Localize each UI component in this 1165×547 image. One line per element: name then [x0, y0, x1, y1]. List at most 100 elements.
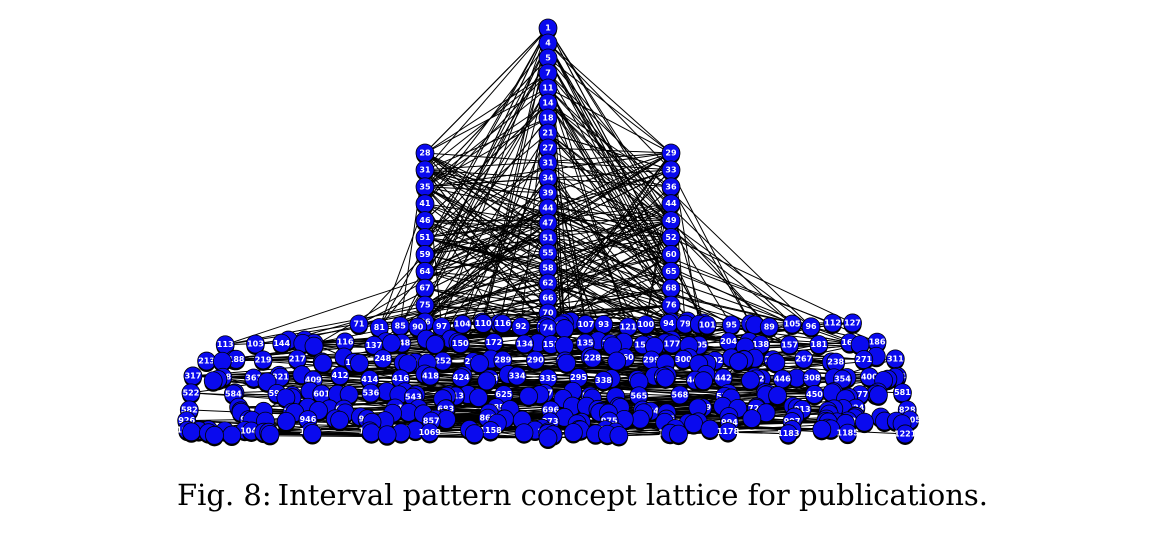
lattice-node-disc — [742, 409, 762, 428]
lattice-node-label: 863 — [479, 414, 496, 423]
lattice-node-label: 696 — [542, 406, 559, 415]
lattice-node — [470, 354, 489, 375]
lattice-edge — [424, 102, 549, 188]
lattice-node-disc — [805, 385, 824, 404]
lattice-node-label: 90 — [412, 322, 424, 331]
lattice-edge — [547, 132, 672, 171]
lattice-edge — [547, 203, 672, 284]
lattice-node-label: 400 — [861, 372, 878, 381]
lattice-node-disc — [452, 314, 472, 334]
lattice-node-label: 926 — [178, 416, 195, 425]
lattice-node-disc — [838, 423, 858, 443]
lattice-node-label: 601 — [313, 389, 330, 398]
lattice-node: 334 — [507, 366, 527, 388]
lattice-node-disc — [382, 333, 401, 353]
lattice-node: 290 — [526, 350, 545, 372]
lattice-node-label: 450 — [806, 390, 823, 399]
lattice-node — [741, 370, 760, 392]
lattice-node-label: 97 — [436, 322, 447, 331]
lattice-node-label: 100 — [637, 320, 654, 329]
lattice-node-label: 1046 — [240, 426, 263, 435]
lattice-node: 110 — [473, 314, 493, 335]
lattice-node: 1178 — [717, 422, 740, 443]
lattice-edge — [424, 207, 549, 289]
lattice-node-label: 94 — [663, 319, 675, 328]
lattice-node: 1221 — [894, 424, 917, 445]
lattice-node-disc — [493, 314, 512, 334]
lattice-node: 60 — [661, 244, 681, 266]
lattice-node-label: 522 — [183, 388, 200, 397]
lattice-node: 52 — [661, 228, 681, 249]
lattice-node-label: 300 — [675, 355, 692, 364]
lattice-node-label: 148 — [393, 339, 410, 348]
lattice-node-label: 64 — [419, 267, 431, 276]
lattice-node — [607, 351, 627, 373]
lattice-node-label: 68 — [665, 284, 677, 293]
lattice-node: 5 — [538, 48, 558, 69]
lattice-node-label: 1221 — [894, 429, 917, 438]
lattice-node-label: 591 — [269, 389, 286, 398]
lattice-edge — [424, 237, 770, 328]
lattice-node — [304, 336, 324, 358]
lattice-node-disc — [246, 334, 265, 354]
lattice-node-disc — [869, 385, 888, 405]
lattice-node-label: 219 — [255, 355, 272, 364]
lattice-node-disc — [759, 317, 779, 337]
lattice-node-label: 577 — [851, 390, 868, 399]
lattice-node-label: 67 — [419, 284, 430, 293]
lattice-node-disc — [470, 354, 489, 373]
lattice-node: 64 — [415, 261, 435, 283]
lattice-node: 1 — [538, 18, 558, 39]
lattice-node-label: 361 — [245, 373, 262, 382]
lattice-node-label: 104 — [454, 320, 471, 329]
lattice-node-label: 58 — [542, 264, 554, 273]
lattice-edge — [547, 152, 672, 224]
lattice-node — [205, 425, 224, 447]
lattice-edge — [424, 270, 549, 284]
lattice-node: 400 — [859, 367, 879, 388]
lattice-node: 94 — [659, 313, 679, 335]
lattice-edge — [603, 270, 672, 325]
lattice-node-label: 418 — [422, 372, 439, 381]
lattice-node-label: 71 — [353, 320, 365, 329]
lattice-node-disc — [276, 411, 296, 431]
lattice-node: 104 — [452, 314, 472, 336]
lattice-node: 181 — [809, 335, 829, 356]
lattice-node-label: 66 — [542, 294, 554, 303]
lattice-node-label: 49 — [665, 216, 677, 225]
lattice-node — [182, 422, 201, 443]
lattice-node-label: 101 — [699, 321, 716, 330]
lattice-node: 59 — [415, 244, 435, 266]
lattice-edge — [424, 222, 549, 255]
lattice-edge — [547, 27, 672, 221]
lattice-node: 418 — [421, 366, 440, 388]
lattice-node: 71 — [349, 314, 369, 336]
lattice-node: 75 — [415, 295, 435, 317]
lattice-node — [406, 420, 425, 442]
lattice-edge — [547, 42, 672, 255]
lattice-node — [554, 336, 574, 357]
lattice-node: 76 — [661, 295, 681, 317]
lattice-node-label: 442 — [715, 373, 732, 382]
lattice-node-label: 144 — [273, 339, 290, 348]
lattice-node-label: 107 — [577, 320, 594, 329]
lattice-node-disc — [421, 366, 440, 386]
lattice-node — [669, 424, 688, 446]
lattice-node: 105 — [782, 314, 802, 336]
lattice-node-label: 51 — [419, 233, 431, 242]
lattice-edge — [547, 102, 672, 272]
lattice-node: 44 — [538, 198, 558, 219]
lattice-node-disc — [855, 412, 874, 432]
lattice-node: 424 — [451, 368, 471, 389]
lattice-node — [768, 386, 788, 407]
lattice-node: 1185 — [837, 423, 859, 445]
lattice-node-label: 177 — [664, 339, 681, 348]
lattice-node: 1069 — [419, 423, 441, 444]
lattice-node — [850, 335, 870, 356]
lattice-node-label: 116 — [494, 319, 511, 328]
lattice-node-disc — [364, 335, 384, 355]
lattice-node-label: 813 — [794, 405, 811, 414]
lattice-node — [212, 351, 232, 373]
lattice-node-label: 95 — [726, 320, 738, 329]
